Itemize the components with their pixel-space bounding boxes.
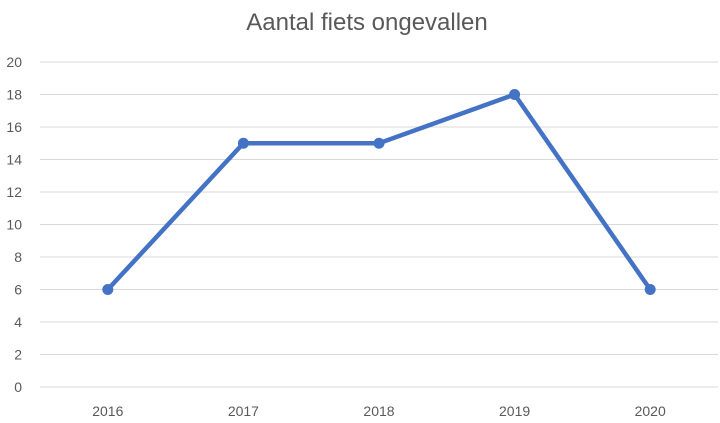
y-tick-label: 18 xyxy=(6,87,22,103)
gridlines xyxy=(40,61,718,388)
series xyxy=(102,89,656,295)
x-tick-label: 2018 xyxy=(363,403,394,419)
x-tick-label: 2016 xyxy=(92,403,123,419)
y-tick-label: 16 xyxy=(6,119,22,135)
y-tick-label: 14 xyxy=(6,152,22,168)
data-point xyxy=(644,284,656,295)
y-tick-label: 4 xyxy=(14,314,22,330)
y-tick-label: 10 xyxy=(6,217,22,233)
chart-title: Aantal fiets ongevallen xyxy=(246,9,488,36)
data-point xyxy=(509,89,521,100)
x-tick-label: 2020 xyxy=(635,403,666,419)
x-tick-label: 2019 xyxy=(499,403,530,419)
data-point xyxy=(237,137,249,149)
y-tick-label: 8 xyxy=(14,249,22,265)
x-axis: 2016 2017 2018 2019 2020 xyxy=(92,403,666,419)
x-tick-label: 2017 xyxy=(228,403,259,419)
y-tick-label: 12 xyxy=(6,184,22,200)
y-tick-label: 6 xyxy=(14,282,22,298)
y-tick-label: 0 xyxy=(14,379,22,395)
y-tick-label: 2 xyxy=(14,347,22,363)
data-point xyxy=(102,284,114,295)
y-tick-label: 20 xyxy=(6,54,22,70)
data-point xyxy=(373,137,385,149)
y-axis: 0 2 4 6 8 10 12 14 16 18 20 xyxy=(6,54,22,395)
